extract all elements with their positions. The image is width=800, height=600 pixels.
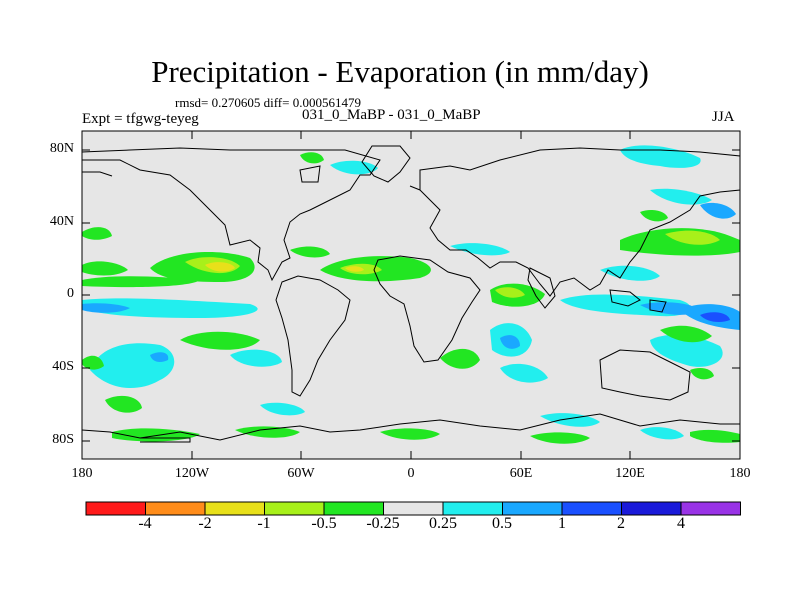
- positive-contours: [82, 145, 740, 440]
- colorbar-label: -0.5: [311, 515, 337, 532]
- lat-label: 40N: [49, 214, 74, 229]
- negative-contours: [82, 152, 740, 444]
- lat-label: 80S: [52, 432, 74, 447]
- stats-line: rmsd= 0.270605 diff= 0.000561479: [175, 95, 361, 110]
- colorbar-label: -2: [198, 515, 212, 532]
- lat-ticks: [82, 149, 740, 442]
- lon-label: 120W: [174, 466, 210, 481]
- lon-ticks: [191, 131, 631, 459]
- colorbar-label: 0.25: [429, 515, 457, 532]
- lat-label: 0: [67, 286, 74, 301]
- colorbar-label: 1: [558, 515, 566, 532]
- colorbar-box: [383, 501, 444, 516]
- coastlines: [81, 145, 741, 443]
- colorbar-label: -1: [257, 515, 271, 532]
- lon-label: 60W: [287, 466, 315, 481]
- colorbar-box: [85, 501, 146, 516]
- lon-label: 180: [729, 466, 751, 481]
- colorbar-label: 4: [677, 515, 685, 532]
- lon-label: 180: [71, 466, 93, 481]
- colorbar-label: 2: [617, 515, 625, 532]
- colorbar-box: [502, 501, 563, 516]
- colorbar-box: [264, 501, 325, 516]
- lon-label: 120E: [615, 466, 645, 481]
- colorbar-box: [204, 501, 265, 516]
- colorbar-label: -0.25: [366, 515, 400, 532]
- lat-label: 80N: [49, 141, 74, 156]
- colorbar-box: [680, 501, 741, 516]
- colorbar-box: [621, 501, 682, 516]
- lon-label: 0: [407, 466, 415, 481]
- colorbar-box: [561, 501, 622, 516]
- plot-title: Precipitation - Evaporation (in mm/day): [151, 54, 649, 89]
- colorbar-label: -4: [138, 515, 152, 532]
- case-comparison-label: 031_0_MaBP - 031_0_MaBP: [302, 107, 481, 123]
- colorbar-box: [145, 501, 206, 516]
- experiment-label: Expt = tfgwg-teyeg: [82, 111, 199, 127]
- lat-label: 40S: [52, 359, 74, 374]
- lon-label: 60E: [509, 466, 533, 481]
- map-background: [82, 131, 740, 459]
- colorbar: [85, 501, 741, 516]
- colorbar-box: [323, 501, 384, 516]
- colorbar-box: [442, 501, 503, 516]
- colorbar-label: 0.5: [492, 515, 512, 532]
- season-label: JJA: [712, 109, 735, 125]
